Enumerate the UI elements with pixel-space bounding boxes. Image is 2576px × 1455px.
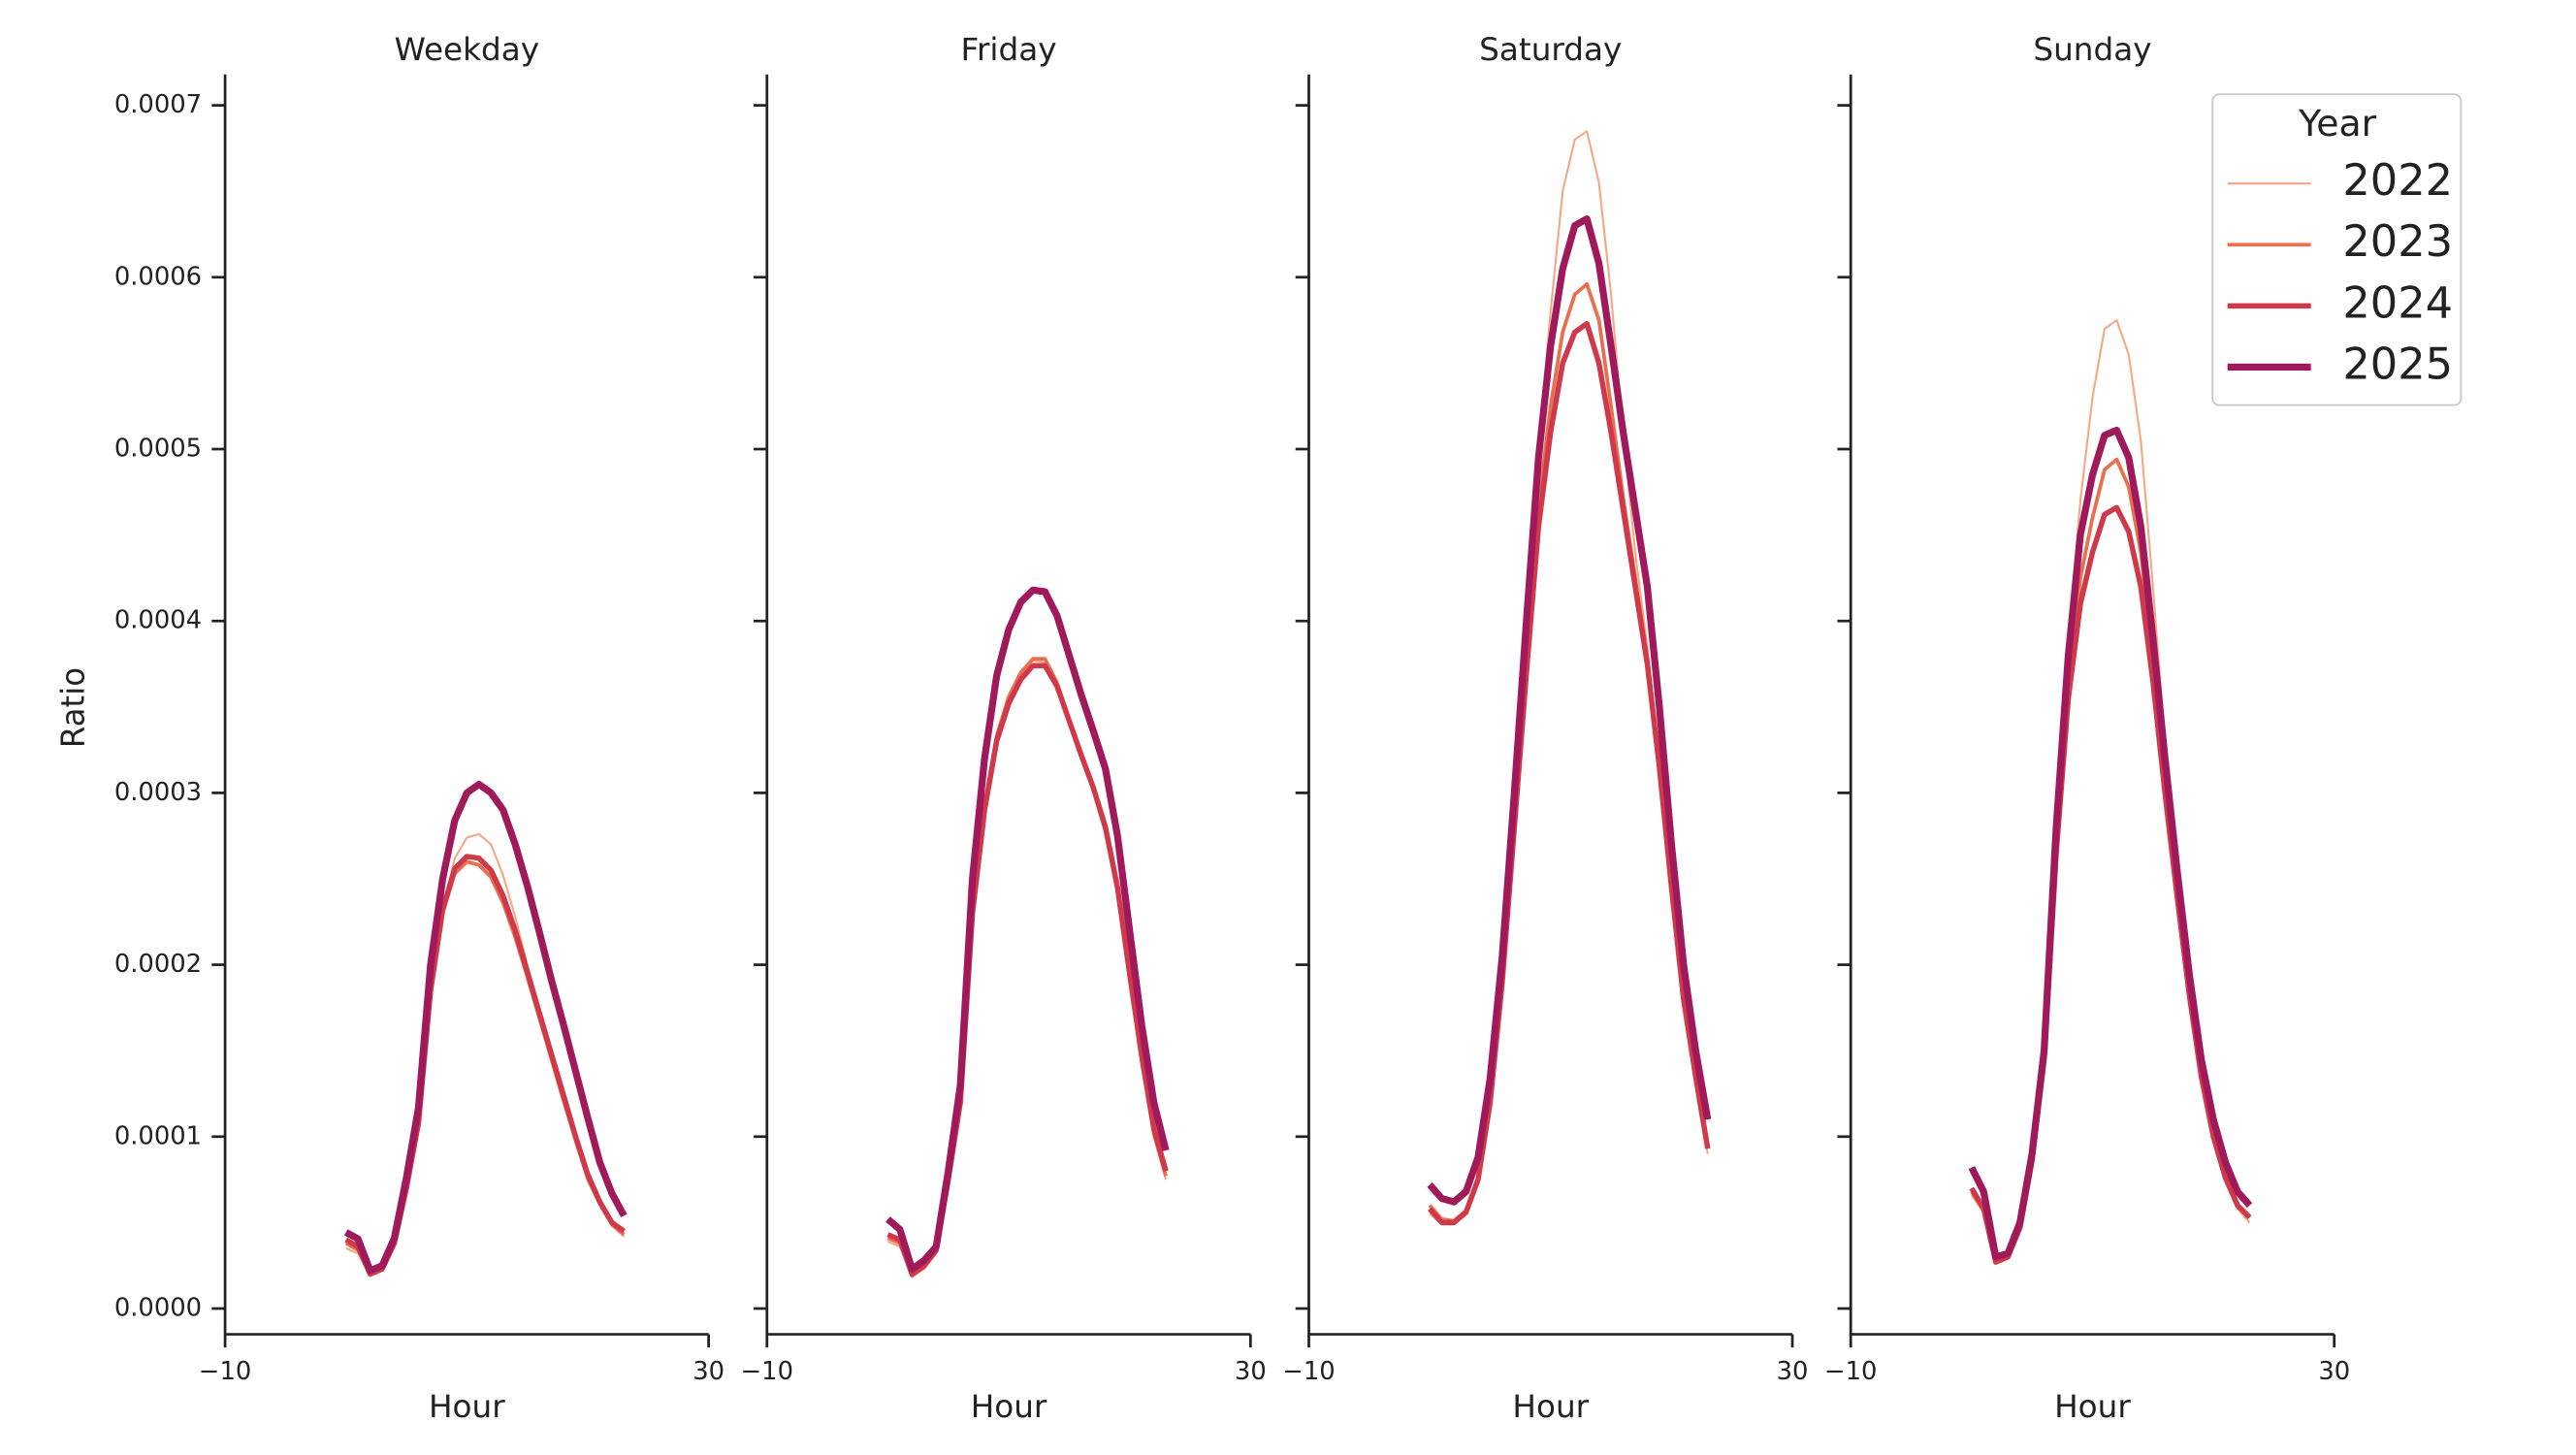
series-line [886, 663, 1169, 1277]
series-line [1428, 320, 1711, 1226]
y-tick-label: 0.0005 [114, 435, 202, 464]
x-tick-label: 30 [1235, 1357, 1267, 1386]
x-tick-label: 30 [692, 1357, 724, 1386]
series-line [887, 659, 1168, 1277]
series-line [1968, 426, 2253, 1261]
x-tick-label: 30 [2318, 1357, 2350, 1386]
panel-title: Sunday [2033, 31, 2151, 68]
x-axis-label: Hour [971, 1388, 1047, 1425]
y-tick-label: 0.0006 [114, 262, 202, 291]
series-line [343, 780, 628, 1275]
series-line [1970, 457, 2251, 1265]
x-tick-label: −10 [1282, 1357, 1335, 1386]
series-line [345, 832, 626, 1277]
x-tick-label: −10 [199, 1357, 251, 1386]
series-line [344, 854, 626, 1277]
x-axis-label: Hour [2054, 1388, 2131, 1425]
x-tick-label: 30 [1777, 1357, 1809, 1386]
x-tick-label: −10 [1824, 1357, 1877, 1386]
series-line [344, 859, 626, 1277]
panel-title: Weekday [395, 31, 540, 68]
legend: Year 2022 2023 2024 2025 [2211, 93, 2463, 406]
legend-title: Year [2298, 102, 2377, 145]
y-tick-label: 0.0002 [114, 950, 202, 979]
x-axis-label: Hour [1512, 1388, 1589, 1425]
legend-box [2211, 93, 2463, 406]
y-tick-label: 0.0003 [114, 778, 202, 807]
legend-label: 2024 [2342, 278, 2453, 328]
panel-title: Saturday [1479, 31, 1622, 68]
x-axis-label: Hour [429, 1388, 505, 1425]
series-line [1969, 504, 2252, 1265]
legend-label: 2025 [2342, 340, 2453, 390]
series-line [1429, 130, 1709, 1226]
panel-title: Friday [961, 31, 1057, 68]
legend-label: 2023 [2342, 217, 2453, 267]
y-tick-label: 0.0001 [114, 1121, 202, 1150]
y-axis-label: Ratio [54, 667, 91, 748]
series-line [886, 657, 1168, 1278]
series-line [886, 586, 1170, 1273]
legend-label: 2022 [2342, 156, 2453, 206]
x-tick-label: −10 [741, 1357, 793, 1386]
series-line [1427, 214, 1712, 1206]
y-tick-label: 0.0000 [114, 1294, 202, 1323]
y-tick-label: 0.0007 [114, 90, 202, 119]
y-tick-label: 0.0004 [114, 606, 202, 635]
